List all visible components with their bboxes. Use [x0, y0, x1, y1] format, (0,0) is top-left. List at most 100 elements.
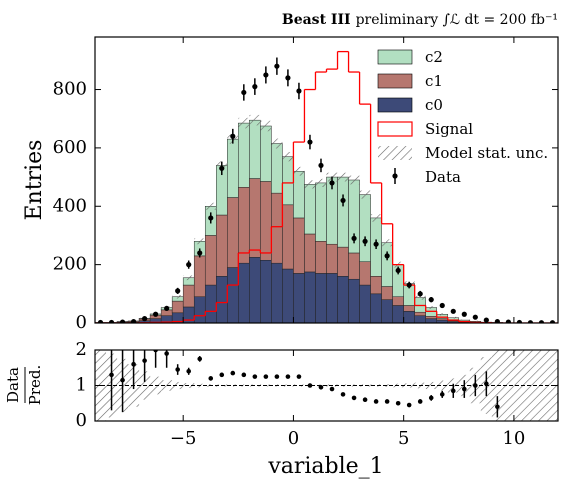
stack-segment — [271, 192, 283, 264]
data-point — [538, 320, 545, 323]
stack-segment — [182, 284, 195, 308]
data-point — [197, 250, 203, 256]
ratio-point — [329, 386, 335, 392]
data-point — [395, 267, 401, 274]
stat-unc-band — [370, 214, 382, 222]
stack-segment — [193, 296, 206, 323]
stack-segment — [282, 156, 294, 206]
legend-label: Model stat. unc. — [425, 144, 548, 162]
stack-segment — [315, 241, 327, 274]
stack-segment — [403, 305, 415, 312]
data-point — [505, 319, 511, 323]
ratio-point — [241, 372, 247, 378]
stat-unc-band — [337, 172, 349, 182]
stat-unc-band — [315, 178, 327, 188]
data-point — [461, 311, 467, 317]
title: preliminary ∫ℒ dt = 200 fb⁻¹ — [356, 12, 558, 28]
ratio-unc-band — [381, 384, 393, 387]
ratio-point — [197, 356, 203, 362]
ratio-point — [395, 400, 401, 406]
ratio-point — [373, 399, 379, 404]
stack-segment — [171, 300, 184, 314]
ratio-point — [285, 374, 291, 379]
ratio-point — [274, 374, 280, 379]
stack-segment — [359, 261, 371, 286]
data-point — [241, 89, 247, 96]
legend-patch — [377, 97, 413, 113]
stack-segment — [392, 296, 404, 306]
y-tick-label: 0 — [76, 312, 87, 333]
data-point — [472, 314, 478, 320]
data-point — [307, 139, 313, 145]
stack-segment — [249, 178, 261, 258]
ratio-unc-band — [370, 384, 382, 387]
data-point — [428, 297, 434, 303]
ratio-point — [406, 402, 412, 408]
y-tick-label: 2 — [76, 339, 87, 360]
ratio-unc-band — [161, 380, 173, 391]
stack-segment — [392, 305, 404, 323]
y-tick-label: 0 — [76, 410, 87, 431]
stat-unc-band — [271, 138, 283, 149]
stat-unc-band — [425, 306, 437, 309]
stat-unc-band — [447, 316, 459, 319]
stack-segment — [381, 242, 393, 287]
stat-unc-band — [172, 294, 184, 299]
data-point — [97, 319, 104, 323]
data-point — [142, 316, 148, 322]
stack-segment — [326, 243, 338, 274]
data-point — [549, 320, 556, 323]
ratio-point — [120, 377, 125, 383]
data-point — [230, 133, 236, 139]
stack-segment — [271, 143, 283, 194]
ratio-point — [263, 374, 269, 379]
ratio-point — [428, 395, 434, 401]
data-point — [340, 197, 346, 204]
stack-segment — [282, 204, 294, 270]
stack-segment — [370, 276, 382, 295]
stack-segment — [359, 284, 371, 323]
data-point — [351, 235, 357, 241]
data-point — [406, 282, 412, 288]
stat-unc-band — [304, 180, 316, 189]
ratio-point — [351, 395, 357, 401]
stack-segment — [227, 197, 239, 268]
x-tick-label: 10 — [502, 428, 525, 449]
ratio-unc-band — [227, 384, 239, 387]
stack-segment — [425, 316, 437, 319]
ratio-point — [252, 374, 258, 379]
data-point — [527, 320, 534, 323]
stat-unc-band — [381, 239, 393, 247]
ratio-point — [439, 392, 445, 397]
data-point — [285, 75, 291, 81]
stack-segment — [414, 311, 426, 316]
legend-label: Data — [425, 168, 461, 186]
stack-segment — [238, 187, 250, 264]
y-tick-label: 400 — [53, 195, 87, 216]
legend-patch — [377, 121, 413, 137]
stack-segment — [293, 273, 305, 323]
ratio-point — [450, 388, 456, 394]
stack-segment — [216, 276, 228, 323]
ratio-point — [307, 383, 313, 388]
stack-segment — [249, 119, 261, 179]
data-point — [274, 63, 280, 69]
data-point — [516, 319, 523, 323]
legend: c2 c1 c0 Signal Model stat. unc. Data — [377, 48, 548, 186]
ratio-point — [175, 367, 180, 372]
ratio-point — [142, 358, 147, 363]
ratio-unc-band — [436, 380, 448, 391]
ratio-unc-band — [502, 350, 514, 421]
ratio-point — [164, 351, 169, 356]
data-point — [296, 88, 302, 94]
ratio-point — [318, 384, 324, 390]
data-point — [119, 319, 126, 323]
data-point — [219, 165, 225, 171]
ratio-point — [109, 372, 114, 378]
legend-patch — [377, 49, 413, 65]
stack-segment — [260, 125, 272, 182]
ratio-point — [495, 404, 500, 410]
y-tick-label: 800 — [53, 79, 87, 100]
data-point — [153, 311, 159, 317]
ratio-point — [186, 369, 192, 374]
